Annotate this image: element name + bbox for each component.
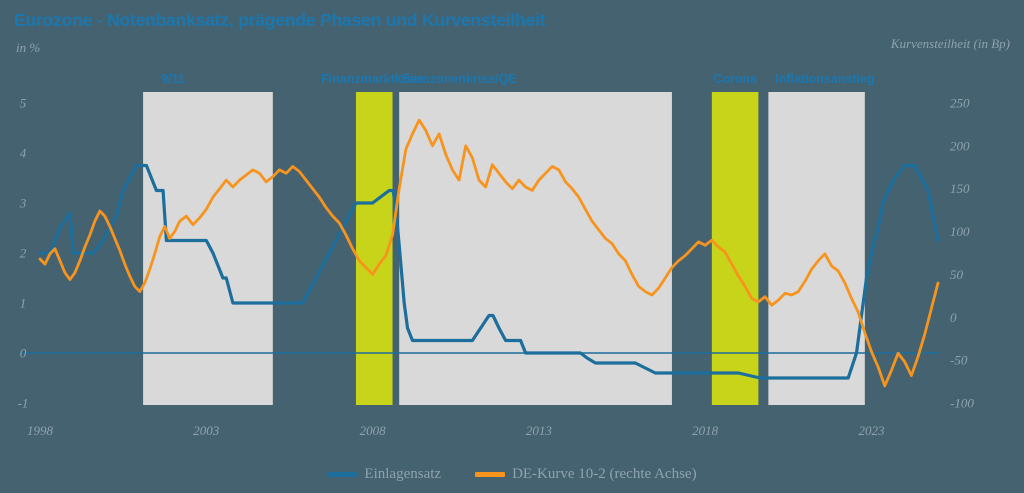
phase-label-3: Corona (713, 72, 757, 86)
y2-tick-label: 100 (950, 224, 970, 239)
phase-label-0: 9/11 (161, 72, 185, 86)
phase-label-2: Eurozonenkrise/QE (401, 72, 517, 86)
y2-tick-label: 50 (950, 267, 964, 282)
phase-label-4: Inflationsanstieg (775, 72, 875, 86)
y-tick-label: 0 (20, 346, 27, 361)
y-tick-label: 4 (20, 146, 27, 161)
y2-tick-label: 0 (950, 310, 957, 325)
phase-band-0 (143, 92, 273, 405)
x-tick-label: 2003 (193, 423, 220, 438)
y2-tick-label: 150 (950, 181, 970, 196)
legend-label: DE-Kurve 10-2 (rechte Achse) (512, 466, 697, 482)
left-axis-caption: in % (16, 40, 41, 55)
legend-swatch-icon (327, 472, 358, 477)
legend-item-0[interactable]: Einlagensatz (327, 466, 441, 483)
phase-label-1: Finanzmarktkrise (321, 72, 424, 86)
series-line-left (38, 163, 940, 380)
y-tick-label: 3 (19, 196, 27, 211)
page-title: Eurozone - Notenbanksatz, prägende Phase… (14, 10, 546, 30)
y-tick-label: 1 (20, 296, 27, 311)
right-axis-ticks: 250 200 150 100 50 0 -50 -100 (950, 96, 974, 411)
x-axis-ticks: 1998 2003 2008 2013 2018 2023 (27, 423, 885, 438)
chart-legend: Einlagensatz DE-Kurve 10-2 (rechte Achse) (0, 466, 1024, 483)
y-tick-label: 5 (20, 96, 27, 111)
series-line-right (38, 118, 940, 388)
phase-band-4 (768, 92, 865, 405)
legend-swatch-icon (475, 472, 506, 477)
y-tick-label: 2 (20, 246, 27, 261)
y-tick-label: -1 (18, 396, 29, 411)
series-layer (38, 118, 940, 388)
x-tick-label: 1998 (27, 423, 54, 438)
x-tick-label: 2013 (526, 423, 553, 438)
y2-tick-label: -100 (950, 396, 974, 411)
x-tick-label: 2023 (858, 423, 885, 438)
y2-tick-label: 250 (950, 96, 970, 111)
right-axis-caption: Kurvensteilheit (in Bp) (890, 36, 1010, 51)
phase-bands-layer (143, 92, 865, 405)
left-axis-ticks: 5 4 3 2 1 0 -1 (18, 96, 29, 411)
y2-tick-label: 200 (950, 138, 970, 153)
legend-label: Einlagensatz (364, 466, 442, 482)
legend-item-1[interactable]: DE-Kurve 10-2 (rechte Achse) (475, 466, 697, 483)
x-tick-label: 2008 (360, 423, 387, 438)
y2-tick-label: -50 (950, 353, 968, 368)
x-tick-label: 2018 (692, 423, 719, 438)
